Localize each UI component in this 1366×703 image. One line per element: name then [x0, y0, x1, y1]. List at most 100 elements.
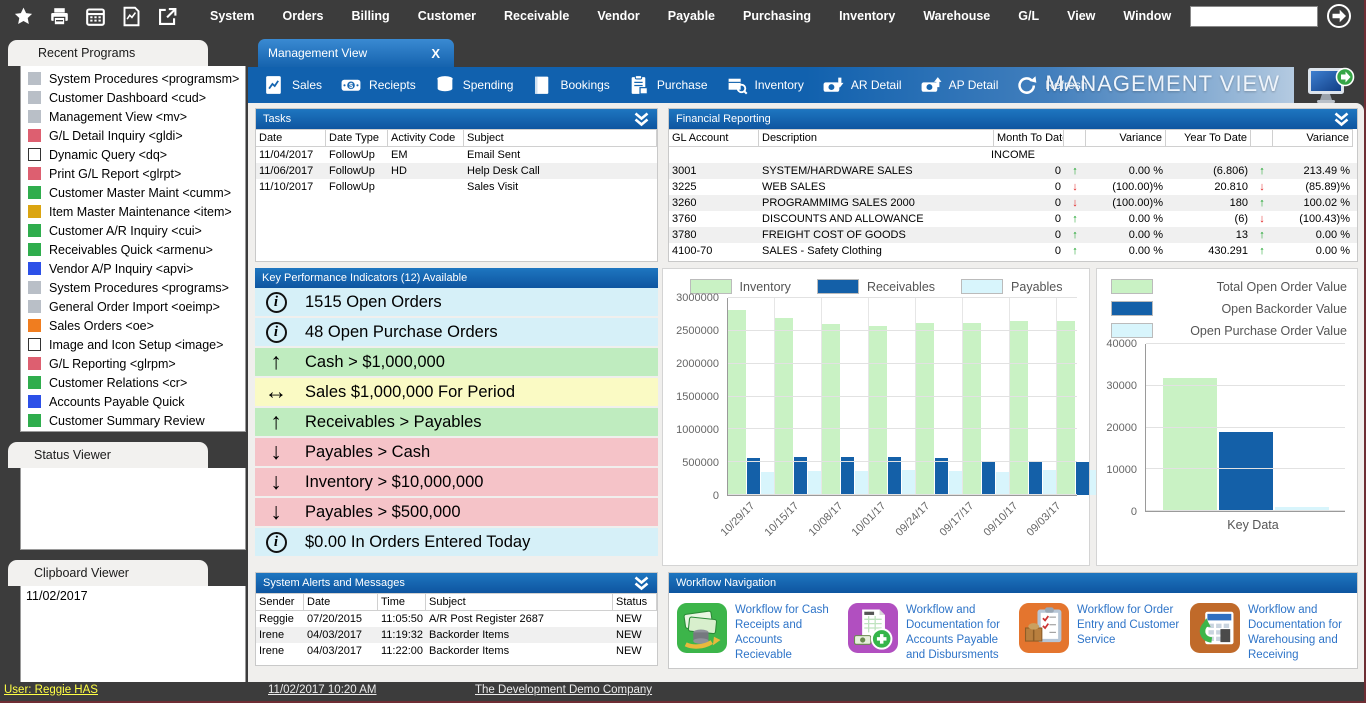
sidebar-item-image-and-icon-setup[interactable]: Image and Icon Setup <image>	[21, 335, 245, 354]
kpi-item-cash-1-000-000[interactable]: ↑Cash > $1,000,000	[255, 348, 658, 376]
tab-close-icon[interactable]: X	[427, 46, 444, 61]
bar-receivables[interactable]	[982, 462, 995, 495]
table-row[interactable]: 3260PROGRAMMIMG SALES 20000↓(100.00)%180…	[669, 195, 1357, 211]
toolbar-button-spending[interactable]: Spending	[425, 67, 523, 103]
menu-inventory[interactable]: Inventory	[825, 0, 909, 32]
sidebar-item-customer-master-maint[interactable]: Customer Master Maint <cumm>	[21, 183, 245, 202]
bar-receivables[interactable]	[747, 458, 760, 495]
search-input[interactable]	[1190, 6, 1318, 27]
alerts-collapse-chevron-icon[interactable]	[633, 576, 650, 591]
toolbar-button-ap-detail[interactable]: AP Detail	[911, 67, 1008, 103]
table-row[interactable]: Irene04/03/201711:19:32Backorder ItemsNE…	[256, 627, 657, 643]
bar-receivables[interactable]	[1076, 462, 1089, 495]
bar-payables[interactable]	[1043, 470, 1056, 495]
bar-payables[interactable]	[808, 471, 821, 495]
bar-receivables[interactable]	[841, 457, 854, 495]
table-row[interactable]: Irene04/03/201711:22:00Backorder ItemsNE…	[256, 643, 657, 659]
menu-orders[interactable]: Orders	[268, 0, 337, 32]
menu-receivable[interactable]: Receivable	[490, 0, 583, 32]
kpi-item-0-00-in-orders-entered-today[interactable]: i$0.00 In Orders Entered Today	[255, 528, 658, 556]
tab-clipboard-viewer[interactable]: Clipboard Viewer	[8, 560, 208, 586]
report-icon[interactable]	[116, 3, 146, 29]
sidebar-item-customer-relations[interactable]: Customer Relations <cr>	[21, 373, 245, 392]
workflow-item-workflow-for-order-entry-and-customer-se[interactable]: Workflow for Order Entry and Customer Se…	[1019, 603, 1180, 663]
favorites-icon[interactable]	[8, 3, 38, 29]
toolbar-button-bookings[interactable]: Bookings	[522, 67, 618, 103]
tab-status-viewer[interactable]: Status Viewer	[8, 442, 208, 468]
sidebar-item-customer-dashboard[interactable]: Customer Dashboard <cud>	[21, 88, 245, 107]
sidebar-item-system-procedures[interactable]: System Procedures <programs>	[21, 278, 245, 297]
table-row[interactable]: 11/06/2017FollowUpHDHelp Desk Call	[256, 163, 657, 179]
column-header-activity-code[interactable]: Activity Code	[388, 129, 464, 147]
calendar-icon[interactable]	[80, 3, 110, 29]
column-header-date-type[interactable]: Date Type	[326, 129, 388, 147]
column-header-month-to-date[interactable]: Month To Date	[994, 129, 1064, 147]
bar-inventory[interactable]	[963, 323, 981, 495]
table-row[interactable]: 3760DISCOUNTS AND ALLOWANCE0↑0.00 %(6)↓(…	[669, 211, 1357, 227]
bar-payables[interactable]	[949, 471, 962, 495]
sidebar-item-management-view[interactable]: Management View <mv>	[21, 107, 245, 126]
sidebar-item-g-l-reporting[interactable]: G/L Reporting <glrpm>	[21, 354, 245, 373]
bar-inventory[interactable]	[822, 324, 840, 495]
menu-customer[interactable]: Customer	[404, 0, 490, 32]
toolbar-button-inventory[interactable]: Inventory	[717, 67, 813, 103]
column-header-sender[interactable]: Sender	[256, 593, 304, 611]
column-header-description[interactable]: Description	[759, 129, 994, 147]
sidebar-item-accounts-payable-quick[interactable]: Accounts Payable Quick	[21, 392, 245, 411]
tab-management-view[interactable]: Management View X	[258, 39, 454, 67]
column-header-date[interactable]: Date	[304, 593, 378, 611]
statusbar-company-link[interactable]: The Development Demo Company	[475, 684, 652, 696]
workflow-item-workflow-and-documentation-for-warehousi[interactable]: Workflow and Documentation for Warehousi…	[1190, 603, 1351, 663]
column-header-time[interactable]: Time	[378, 593, 426, 611]
column-header-blank[interactable]	[1251, 129, 1273, 147]
kpi-item-48-open-purchase-orders[interactable]: i48 Open Purchase Orders	[255, 318, 658, 346]
print-icon[interactable]	[44, 3, 74, 29]
kpi-item-1515-open-orders[interactable]: i1515 Open Orders	[255, 288, 658, 316]
bar-receivables[interactable]	[935, 458, 948, 495]
menu-payable[interactable]: Payable	[654, 0, 729, 32]
toolbar-button-purchase[interactable]: Purchase	[619, 67, 717, 103]
menu-g-l[interactable]: G/L	[1004, 0, 1053, 32]
kpi-item-sales-1-000-000-for-period[interactable]: ↔Sales $1,000,000 For Period	[255, 378, 658, 406]
column-header-status[interactable]: Status	[613, 593, 657, 611]
table-row[interactable]: 3225WEB SALES0↓(100.00)%20.810↓(85.89)%	[669, 179, 1357, 195]
toolbar-button-ar-detail[interactable]: AR Detail	[813, 67, 911, 103]
sidebar-item-system-procedures[interactable]: System Procedures <programsm>	[21, 69, 245, 88]
bar-inventory[interactable]	[1010, 321, 1028, 495]
sidebar-item-sales-orders[interactable]: Sales Orders <oe>	[21, 316, 245, 335]
bar-receivables[interactable]	[888, 457, 901, 495]
column-header-date[interactable]: Date	[256, 129, 326, 147]
column-header-variance[interactable]: Variance	[1086, 129, 1166, 147]
bar-payables[interactable]	[761, 472, 774, 495]
sidebar-item-item-master-maintenance[interactable]: Item Master Maintenance <item>	[21, 202, 245, 221]
table-row[interactable]: Reggie07/20/201511:05:50A/R Post Registe…	[256, 611, 657, 627]
sidebar-item-general-order-import[interactable]: General Order Import <oeimp>	[21, 297, 245, 316]
sidebar-item-receivables-quick[interactable]: Receivables Quick <armenu>	[21, 240, 245, 259]
bar-receivables[interactable]	[1029, 462, 1042, 495]
menu-vendor[interactable]: Vendor	[583, 0, 653, 32]
column-header-subject[interactable]: Subject	[464, 129, 657, 147]
workflow-item-workflow-and-documentation-for-accounts-[interactable]: Workflow and Documentation for Accounts …	[848, 603, 1009, 663]
sidebar-item-dynamic-query[interactable]: Dynamic Query <dq>	[21, 145, 245, 164]
column-header-year-to-date[interactable]: Year To Date	[1166, 129, 1251, 147]
toolbar-button-sales[interactable]: Sales	[254, 67, 331, 103]
table-row[interactable]: 4100-70SALES - Safety Clothing0↑0.00 %43…	[669, 243, 1357, 259]
workflow-item-workflow-for-cash-receipts-and-accounts-[interactable]: Workflow for Cash Receipts and Accounts …	[677, 603, 838, 663]
go-arrow-button[interactable]	[1326, 3, 1352, 29]
menu-view[interactable]: View	[1053, 0, 1109, 32]
sidebar-item-g-l-detail-inquiry[interactable]: G/L Detail Inquiry <gldi>	[21, 126, 245, 145]
toolbar-button-reciepts[interactable]: $Reciepts	[331, 67, 425, 103]
kpi-item-payables-cash[interactable]: ↓Payables > Cash	[255, 438, 658, 466]
column-header-gl-account[interactable]: GL Account	[669, 129, 759, 147]
bar-open-backorder-value[interactable]	[1219, 432, 1273, 511]
statusbar-user-link[interactable]: User: Reggie HAS	[4, 684, 98, 696]
financial-collapse-chevron-icon[interactable]	[1333, 112, 1350, 127]
remote-desktop-icon[interactable]	[1303, 65, 1355, 105]
bar-receivables[interactable]	[794, 457, 807, 495]
kpi-item-payables-500-000[interactable]: ↓Payables > $500,000	[255, 498, 658, 526]
kpi-item-receivables-payables[interactable]: ↑Receivables > Payables	[255, 408, 658, 436]
menu-billing[interactable]: Billing	[337, 0, 403, 32]
tab-recent-programs[interactable]: Recent Programs	[8, 40, 208, 66]
bar-total-open-order-value[interactable]	[1163, 378, 1217, 511]
bar-payables[interactable]	[855, 471, 868, 495]
